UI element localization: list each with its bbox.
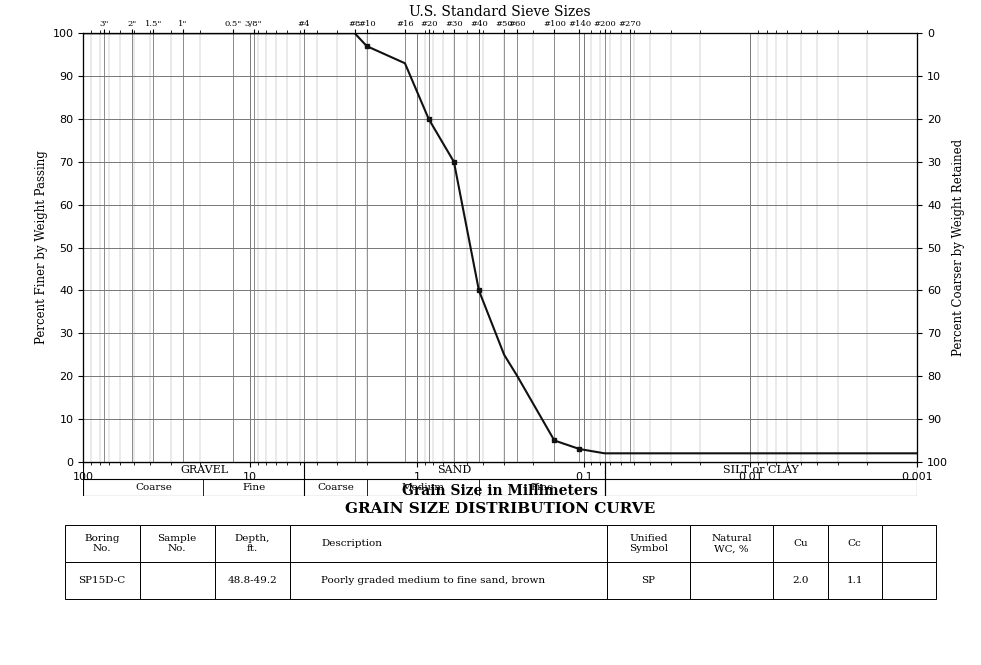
Text: Fine: Fine [242, 483, 266, 492]
Y-axis label: Percent Coarser by Weight Retained: Percent Coarser by Weight Retained [953, 139, 965, 356]
Text: Coarse: Coarse [135, 483, 173, 492]
Text: SILT or CLAY: SILT or CLAY [723, 465, 799, 475]
Y-axis label: Percent Finer by Weight Passing: Percent Finer by Weight Passing [35, 151, 48, 344]
Text: Medium: Medium [401, 483, 444, 492]
Text: GRAVEL: GRAVEL [181, 465, 229, 475]
Title: U.S. Standard Sieve Sizes: U.S. Standard Sieve Sizes [409, 5, 592, 19]
X-axis label: Grain Size in Millimeters: Grain Size in Millimeters [402, 484, 598, 498]
Text: SAND: SAND [438, 465, 472, 475]
Text: GRAIN SIZE DISTRIBUTION CURVE: GRAIN SIZE DISTRIBUTION CURVE [345, 502, 655, 516]
Text: Fine: Fine [530, 483, 553, 492]
Text: Coarse: Coarse [317, 483, 354, 492]
